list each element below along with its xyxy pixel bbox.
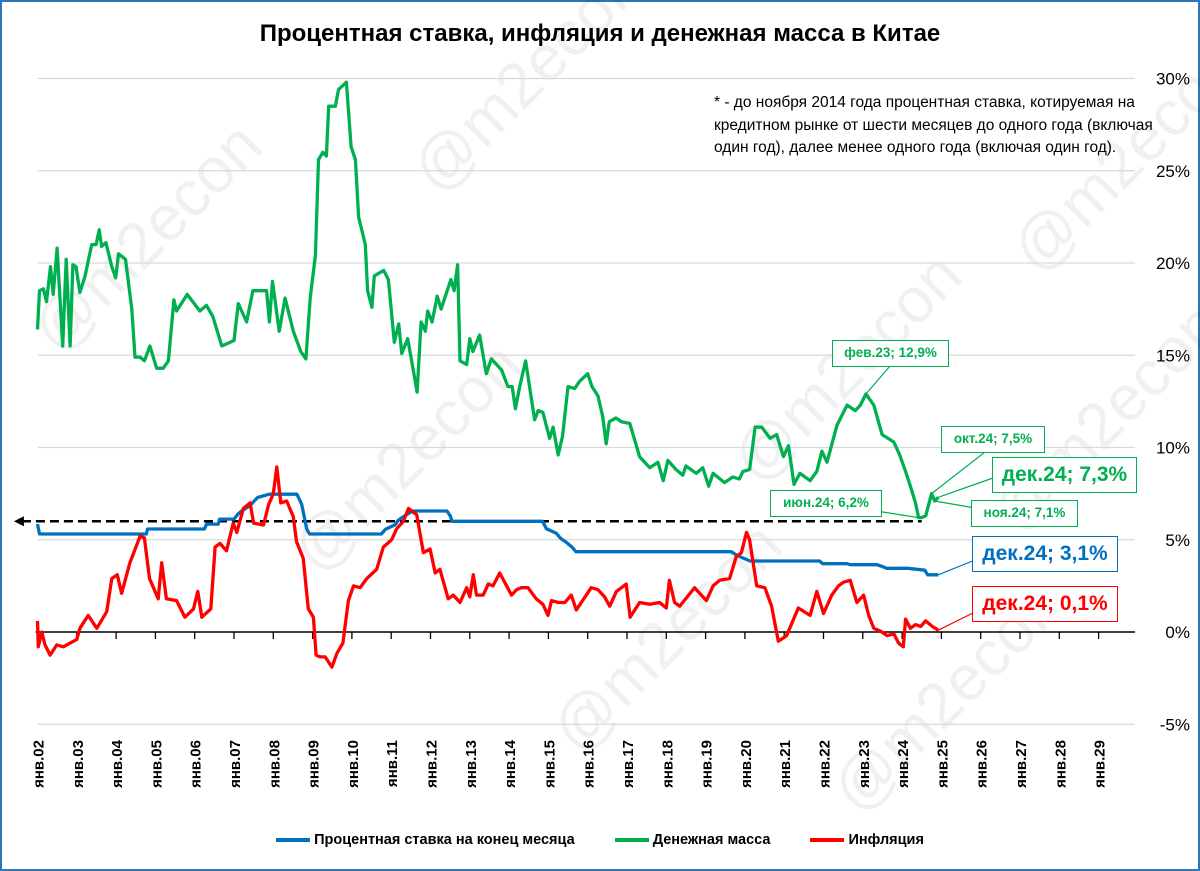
x-tick-label: янв.11 bbox=[384, 740, 401, 787]
x-tick-label: янв.02 bbox=[31, 740, 48, 788]
x-tick-label: янв.07 bbox=[227, 740, 244, 788]
x-tick-label: янв.24 bbox=[895, 739, 912, 788]
x-tick-label: янв.29 bbox=[1092, 740, 1109, 788]
x-tick-label: янв.14 bbox=[502, 739, 519, 788]
annotation-m2-dec24: дек.24; 7,3% bbox=[992, 457, 1137, 493]
x-tick-label: янв.10 bbox=[345, 740, 362, 788]
annotation-leader bbox=[938, 559, 976, 576]
annotation-leader bbox=[937, 611, 976, 631]
x-tick-label: янв.23 bbox=[856, 740, 873, 788]
annotation-leader bbox=[934, 500, 976, 509]
series-line-cpi bbox=[35, 465, 940, 669]
legend-swatch-rate bbox=[276, 838, 311, 842]
x-tick-label: янв.04 bbox=[109, 739, 126, 788]
annotation-leader bbox=[865, 365, 891, 395]
legend-swatch-m2 bbox=[614, 838, 649, 842]
y-tick-label: 5% bbox=[1165, 531, 1190, 550]
y-tick-label: -5% bbox=[1160, 715, 1190, 734]
x-tick-label: янв.25 bbox=[934, 740, 951, 788]
legend-swatch-cpi bbox=[810, 838, 845, 842]
y-tick-label: 0% bbox=[1165, 623, 1190, 642]
x-tick-label: янв.12 bbox=[424, 740, 441, 788]
x-tick-label: янв.20 bbox=[738, 740, 755, 788]
x-tick-label: янв.22 bbox=[817, 740, 834, 788]
y-tick-label: 15% bbox=[1156, 346, 1190, 365]
x-tick-label: янв.15 bbox=[541, 740, 558, 788]
annotation-cpi-dec24: дек.24; 0,1% bbox=[972, 586, 1118, 622]
annotation-m2-feb23: фев.23; 12,9% bbox=[832, 340, 949, 367]
annotation-rate-dec24: дек.24; 3,1% bbox=[972, 536, 1118, 572]
x-tick-label: янв.05 bbox=[148, 740, 165, 788]
y-tick-label: 10% bbox=[1156, 439, 1190, 458]
x-tick-label: янв.17 bbox=[620, 740, 637, 788]
x-tick-label: янв.13 bbox=[463, 740, 480, 788]
legend-label-m2: Денежная масса bbox=[652, 832, 771, 848]
x-tick-label: янв.18 bbox=[659, 740, 676, 788]
x-tick-label: янв.28 bbox=[1052, 740, 1069, 788]
x-tick-label: янв.26 bbox=[974, 740, 991, 788]
annotation-m2-jun24: июн.24; 6,2% bbox=[770, 490, 882, 517]
x-tick-label: янв.21 bbox=[777, 740, 794, 788]
x-tick-label: янв.03 bbox=[70, 740, 87, 788]
y-tick-label: 20% bbox=[1156, 254, 1190, 273]
legend-label-rate: Процентная ставка на конец месяца bbox=[314, 832, 575, 848]
chart-title: Процентная ставка, инфляция и денежная м… bbox=[259, 20, 941, 47]
y-tick-label: 25% bbox=[1156, 162, 1190, 181]
y-tick-label: 30% bbox=[1156, 70, 1190, 89]
annotation-leader bbox=[931, 451, 986, 495]
x-tick-label: янв.08 bbox=[266, 740, 283, 788]
legend-item-cpi: Инфляция bbox=[810, 832, 924, 848]
arrow-left-icon bbox=[13, 516, 24, 527]
x-tick-label: янв.09 bbox=[306, 740, 323, 788]
x-tick-label: янв.27 bbox=[1013, 740, 1030, 788]
x-tick-label: янв.19 bbox=[699, 740, 716, 788]
x-tick-label: янв.16 bbox=[581, 740, 598, 788]
chart-note: * - до ноября 2014 года процентная ставк… bbox=[714, 94, 1153, 156]
legend-item-rate: Процентная ставка на конец месяца bbox=[276, 832, 575, 848]
annotation-m2-nov24: ноя.24; 7,1% bbox=[971, 500, 1078, 527]
legend-item-m2: Денежная масса bbox=[614, 832, 771, 848]
x-tick-label: янв.06 bbox=[188, 740, 205, 788]
legend: Процентная ставка на конец месяца Денежн… bbox=[0, 832, 1200, 848]
legend-label-cpi: Инфляция bbox=[848, 832, 924, 848]
annotation-m2-oct24: окт.24; 7,5% bbox=[941, 426, 1045, 453]
series-line-m2 bbox=[35, 80, 940, 520]
annotation-leader bbox=[938, 477, 994, 498]
